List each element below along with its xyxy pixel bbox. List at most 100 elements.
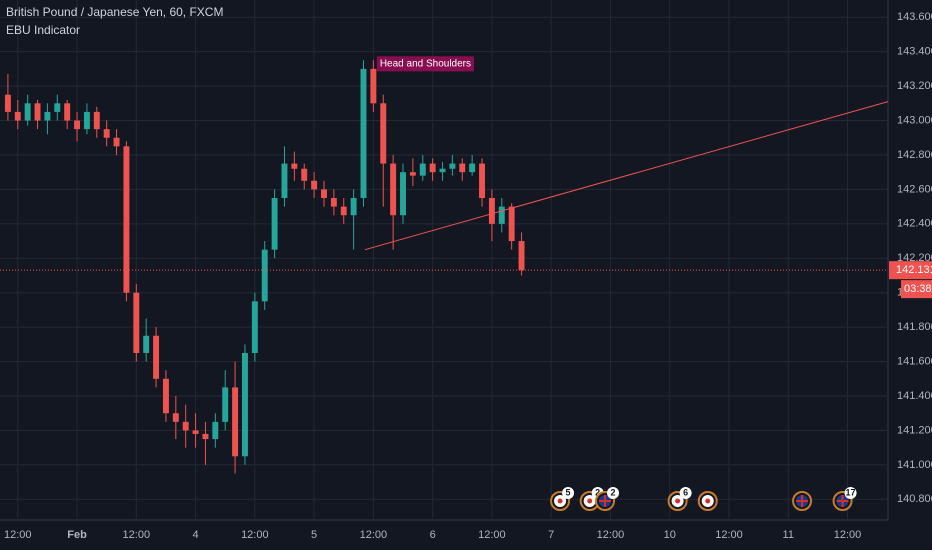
candle-body — [202, 433, 209, 440]
candle-body — [103, 129, 110, 138]
y-tick-label: 143.200 — [897, 80, 932, 92]
candle-body — [133, 292, 140, 353]
candle-body — [479, 163, 485, 199]
event-flag-cross — [836, 495, 849, 507]
chart-title: British Pound / Japanese Yen, 60, FXCM — [6, 5, 223, 19]
candle-body — [261, 249, 268, 302]
event-badge — [607, 487, 620, 499]
y-tick-label: 141.000 — [897, 459, 932, 471]
x-tick-label: 11 — [783, 529, 794, 541]
candle-body — [429, 163, 436, 173]
event-badge — [562, 487, 575, 499]
event-badge-label: 17 — [846, 487, 856, 497]
candle-body — [182, 421, 189, 431]
candle-body — [291, 163, 298, 169]
event-badge-label: 2 — [595, 487, 600, 497]
x-tick-label: 6 — [430, 529, 436, 541]
x-tick-label: 12:00 — [123, 529, 151, 541]
grid — [0, 0, 888, 520]
candle-body — [192, 430, 199, 434]
candle-body — [24, 103, 31, 121]
x-tick-label: 12:00 — [241, 529, 269, 541]
y-tick-label: 143.000 — [897, 114, 932, 126]
candle-body — [469, 163, 476, 173]
x-tick-label: 5 — [311, 529, 317, 541]
candle-body — [4, 94, 11, 112]
x-tick-label: 12:00 — [360, 529, 388, 541]
x-tick-label: 7 — [548, 529, 554, 541]
candle-body — [409, 172, 416, 176]
candle-body — [113, 137, 120, 147]
event-badge — [844, 487, 857, 499]
candle-body — [44, 111, 51, 121]
candle-body — [488, 198, 495, 224]
candle-body — [123, 146, 130, 293]
candle-body — [449, 163, 456, 169]
candle-body — [172, 413, 179, 422]
annotation-text: Head and Shoulders — [380, 58, 471, 69]
candle-body — [330, 198, 337, 207]
candle-body — [360, 68, 367, 199]
candle-body — [271, 198, 278, 250]
event-badge-label: 6 — [683, 487, 688, 497]
x-tick-label: 12:00 — [715, 529, 743, 541]
event-flag-dot — [705, 498, 711, 504]
candle-body — [301, 168, 308, 181]
x-tick-label: 12:00 — [597, 529, 625, 541]
countdown-box — [901, 280, 932, 299]
candle-body — [143, 335, 150, 353]
countdown-label: 03:38 — [904, 283, 932, 295]
x-tick-label: 12:00 — [4, 529, 32, 541]
x-tick-label: 12:00 — [834, 529, 862, 541]
event-flag-cross — [599, 495, 612, 507]
candle-body — [83, 111, 90, 130]
candle-body — [34, 103, 41, 121]
candle-body — [232, 387, 239, 457]
last-price-box — [889, 261, 932, 280]
x-tick-label: Feb — [67, 529, 87, 541]
annotation-box — [376, 56, 475, 72]
trend-line — [364, 101, 889, 251]
y-tick-label: 141.400 — [897, 390, 932, 402]
candle-body — [74, 120, 81, 130]
candle-body — [153, 335, 160, 379]
candle-body — [14, 111, 21, 121]
y-tick-label: 143.600 — [897, 11, 932, 23]
y-tick-label: 141.800 — [897, 321, 932, 333]
candle-body — [242, 352, 248, 457]
event-badge — [679, 487, 692, 499]
candle-body — [281, 163, 288, 199]
last-price-label: 142.131 — [896, 264, 932, 276]
candle-body — [350, 198, 357, 216]
y-tick-label: 142.600 — [897, 183, 932, 195]
y-tick-label: 141.600 — [897, 355, 932, 367]
event-flag-cross — [796, 495, 809, 507]
y-tick-label: 141.200 — [897, 424, 932, 436]
candle-body — [498, 206, 505, 224]
candle-body — [311, 180, 318, 190]
candle-body — [508, 206, 515, 242]
event-flag-dot — [557, 498, 563, 504]
candle-body — [93, 111, 100, 130]
candle-body — [459, 163, 466, 173]
x-tick-label: 10 — [664, 529, 676, 541]
event-badge-label: 5 — [566, 487, 571, 497]
candle-body — [400, 172, 406, 216]
x-tick-label: 4 — [193, 529, 199, 541]
candle-body — [439, 168, 446, 173]
candle-body — [212, 421, 219, 440]
event-flag-dot — [587, 498, 593, 504]
candle-body — [380, 103, 387, 164]
candle-body — [390, 163, 397, 216]
y-tick-label: 142.800 — [897, 149, 932, 161]
candle-body — [162, 378, 169, 414]
x-tick-label: 12:00 — [478, 529, 506, 541]
candle-body — [251, 301, 258, 353]
candle-body — [419, 163, 426, 176]
y-tick-label: 140.800 — [897, 493, 932, 505]
plot — [0, 60, 889, 474]
candle-body — [222, 387, 229, 422]
candle-body — [370, 68, 377, 104]
candle-body — [54, 103, 61, 112]
